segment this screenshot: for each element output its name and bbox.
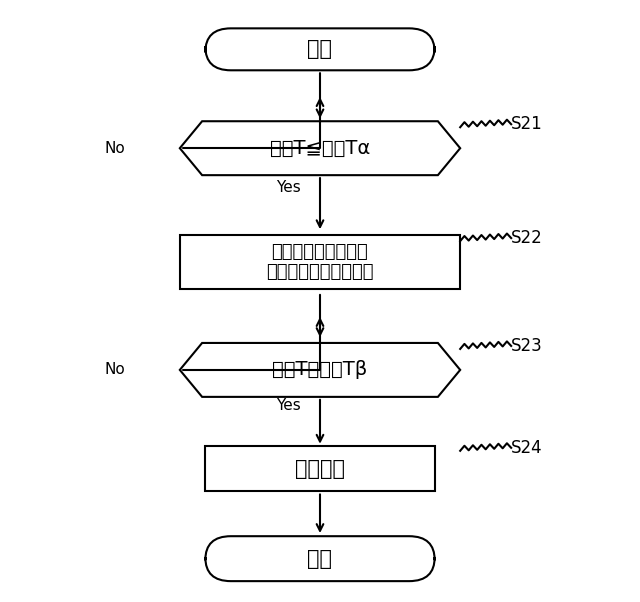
Text: S22: S22 — [511, 229, 543, 247]
FancyBboxPatch shape — [205, 28, 435, 70]
Text: S24: S24 — [511, 439, 543, 457]
Text: 温度T≦閾値Tα: 温度T≦閾値Tα — [270, 138, 370, 158]
FancyBboxPatch shape — [205, 536, 435, 581]
Text: No: No — [105, 362, 125, 377]
Text: Yes: Yes — [276, 179, 301, 194]
Polygon shape — [180, 343, 460, 397]
Text: ペルチェ素子により
熱回収戻り配管を加熱: ペルチェ素子により 熱回収戻り配管を加熱 — [266, 243, 374, 282]
Text: No: No — [105, 141, 125, 156]
Bar — [180, 235, 460, 289]
Polygon shape — [180, 121, 460, 175]
Text: 開始: 開始 — [307, 39, 333, 60]
Text: S23: S23 — [511, 337, 543, 355]
Text: Yes: Yes — [276, 399, 301, 414]
Bar — [205, 446, 435, 491]
Text: 終了: 終了 — [307, 548, 333, 569]
Text: 温度T＞閾値Tβ: 温度T＞閾値Tβ — [273, 361, 367, 379]
Text: 加熱終了: 加熱終了 — [295, 459, 345, 479]
Text: S21: S21 — [511, 115, 543, 133]
